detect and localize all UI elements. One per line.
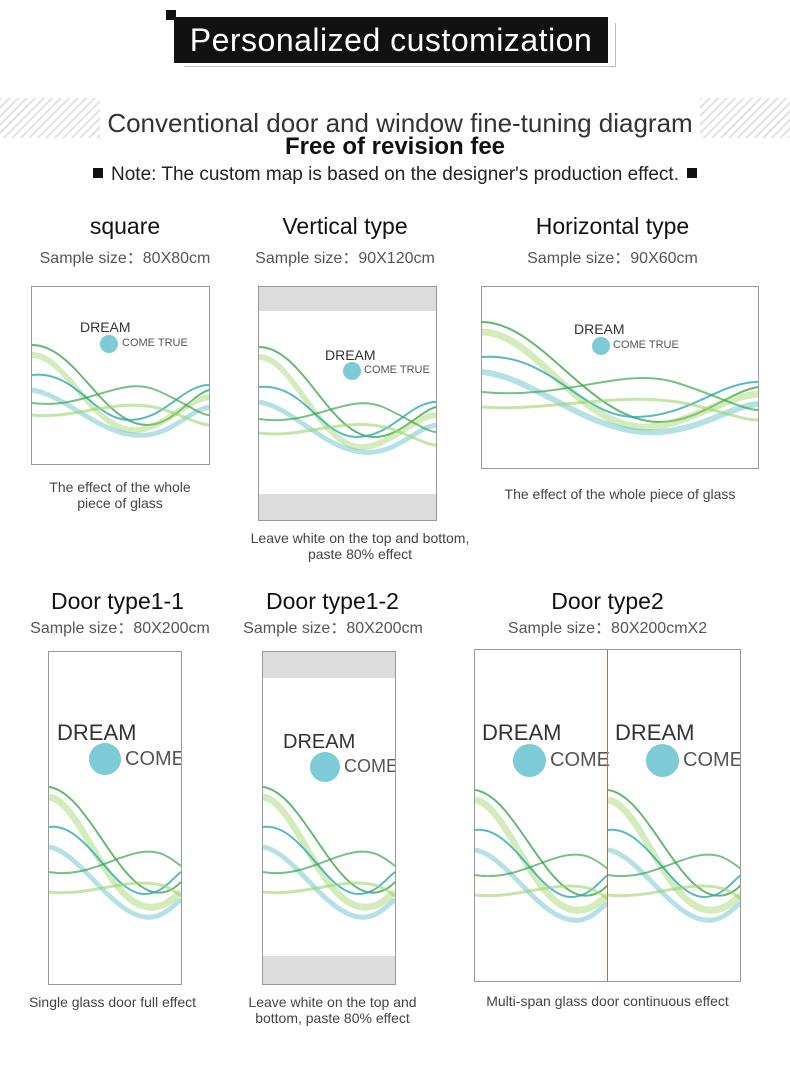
door-seam-line bbox=[607, 650, 608, 981]
product-title: Vertical type bbox=[282, 213, 408, 239]
artwork-come: COME bbox=[125, 748, 182, 770]
artwork-dot-icon bbox=[310, 752, 340, 782]
wave-graphic bbox=[475, 789, 608, 923]
artwork-dream: DREAM bbox=[325, 347, 376, 363]
bullet-square-icon bbox=[93, 168, 103, 178]
artwork-dream: DREAM bbox=[482, 720, 562, 745]
gray-margin-top bbox=[259, 287, 436, 311]
wave-graphic bbox=[32, 344, 209, 438]
artwork-dot-icon bbox=[89, 743, 121, 775]
gray-margin-bottom bbox=[259, 494, 436, 520]
banner-corner-square bbox=[166, 10, 176, 20]
banner-background bbox=[174, 17, 608, 63]
panel-door-2: DREAM COME DREAM COME bbox=[474, 649, 741, 982]
artwork-dot-icon bbox=[100, 335, 118, 353]
product-title: square bbox=[89, 213, 161, 239]
free-revision-label: Free of revision fee bbox=[284, 133, 506, 160]
product-title: Door type1-2 bbox=[266, 588, 399, 614]
banner-title: Personalized customization bbox=[189, 22, 593, 58]
wave-graphic bbox=[49, 786, 181, 920]
product-size: Sample size：80X200cmX2 bbox=[507, 620, 708, 637]
banner-frame bbox=[184, 23, 616, 67]
artwork-dream: DREAM bbox=[57, 720, 137, 745]
artwork-come-true: COME TRUE bbox=[122, 337, 188, 349]
caption: Single glass door full effect bbox=[28, 994, 197, 1010]
panel-door-1-1: DREAM COME bbox=[48, 651, 182, 985]
panel-square: DREAM COME TRUE bbox=[31, 286, 210, 465]
gray-margin-top bbox=[263, 652, 395, 678]
product-size: Sample size：90X120cm bbox=[255, 250, 435, 267]
subtitle: Conventional door and window fine-tuning… bbox=[100, 106, 700, 140]
product-size: Sample size：80X200cm bbox=[243, 620, 423, 637]
panel-horizontal: DREAM COME TRUE bbox=[481, 286, 759, 469]
note: Note: The custom map is based on the des… bbox=[0, 162, 790, 188]
artwork-dot-icon bbox=[592, 337, 610, 355]
artwork-come: COME bbox=[550, 749, 610, 771]
artwork-dream: DREAM bbox=[283, 731, 356, 753]
caption: Multi-span glass door continuous effect bbox=[486, 993, 729, 1009]
artwork-dot-icon bbox=[646, 744, 679, 777]
artwork-dream: DREAM bbox=[615, 720, 695, 745]
artwork-dot-icon bbox=[513, 744, 546, 777]
bullet-square-icon bbox=[686, 168, 697, 178]
artwork-dot-icon bbox=[343, 362, 361, 380]
product-title: Horizontal type bbox=[535, 213, 690, 239]
product-size: Sample size：80X200cm bbox=[30, 620, 210, 637]
panel-door-1-2: DREAM COME bbox=[262, 651, 396, 985]
gray-margin-bottom bbox=[263, 956, 395, 984]
hatch-right bbox=[700, 98, 790, 138]
product-size: Sample size：80X80cm bbox=[39, 250, 211, 267]
wave-graphic bbox=[482, 321, 758, 436]
artwork-come-true: COME TRUE bbox=[613, 339, 679, 351]
product-title: Door type2 bbox=[551, 588, 664, 614]
artwork-dream: DREAM bbox=[574, 321, 625, 337]
panel-vertical: DREAM COME TRUE bbox=[258, 286, 437, 521]
caption: The effect of the whole piece of glass bbox=[49, 479, 191, 511]
caption: Leave white on the top and bottom, paste … bbox=[250, 530, 470, 562]
wave-graphic bbox=[263, 786, 395, 920]
product-size: Sample size：90X60cm bbox=[527, 250, 698, 267]
note-text: Note: The custom map is based on the des… bbox=[111, 164, 679, 185]
product-title: Door type1-1 bbox=[51, 588, 184, 614]
artwork-dream: DREAM bbox=[80, 319, 131, 335]
artwork-come: COME bbox=[344, 756, 396, 776]
artwork-come: COME bbox=[683, 749, 741, 771]
wave-graphic bbox=[608, 789, 740, 923]
hatch-left bbox=[0, 98, 100, 138]
caption: The effect of the whole piece of glass bbox=[504, 486, 736, 502]
wave-graphic bbox=[259, 346, 436, 455]
caption: Leave white on the top and bottom, paste … bbox=[248, 994, 417, 1026]
artwork-come-true: COME TRUE bbox=[364, 364, 430, 376]
